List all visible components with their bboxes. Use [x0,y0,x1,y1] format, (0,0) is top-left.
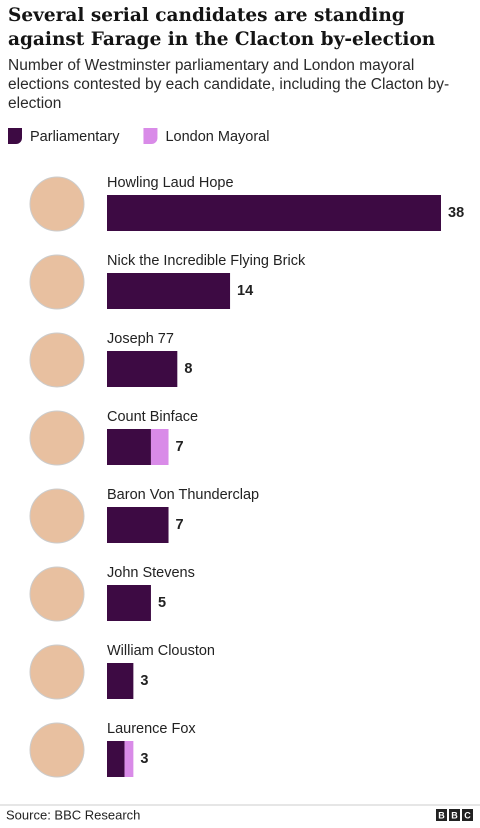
total-label: 7 [176,439,184,455]
bar-segment [107,273,231,309]
total-label: 3 [140,751,148,767]
category-label: Count Binface [107,409,198,425]
candidate-photo [29,332,85,388]
bar-segment [150,429,169,465]
category-label: John Stevens [107,565,195,581]
logo-box [462,809,473,821]
category-label: Nick the Incredible Flying Brick [107,253,306,269]
bar-segment [124,741,134,777]
bar-segment [107,351,178,387]
logo-letter: C [464,810,471,820]
bar-segment [107,741,125,777]
legend-label: London Mayoral [165,129,269,145]
candidate-photo [29,488,85,544]
bar-segment [107,663,134,699]
legend-label: Parliamentary [30,129,120,145]
candidate-photo [29,566,85,622]
category-label: Laurence Fox [107,721,196,737]
chart-subtitle: Number of Westminster parliamentary and … [8,57,450,112]
total-label: 38 [448,205,464,221]
bar-segment [107,507,169,543]
candidate-photo [29,722,85,778]
category-label: Howling Laud Hope [107,175,234,191]
bar-segment [107,585,151,621]
candidate-photo [29,254,85,310]
logo-box [449,809,460,821]
bar-segment [107,195,441,231]
legend-swatch [8,128,22,144]
bar-segment [107,429,151,465]
total-label: 7 [176,517,184,533]
total-label: 14 [237,283,253,299]
total-label: 5 [158,595,166,611]
logo-letter: B [451,810,458,820]
candidate-photo [29,176,85,232]
candidate-photo [29,410,85,466]
category-label: Joseph 77 [107,331,174,347]
total-label: 8 [184,361,192,377]
source: Source: BBC Research [6,807,140,822]
category-label: Baron Von Thunderclap [107,487,259,503]
category-label: William Clouston [107,643,215,659]
total-label: 3 [140,673,148,689]
chart-title: Several serial candidates are standing a… [8,5,436,50]
logo-letter: B [438,810,445,820]
logo-box [436,809,447,821]
candidate-photo [29,644,85,700]
legend-swatch [143,128,158,144]
